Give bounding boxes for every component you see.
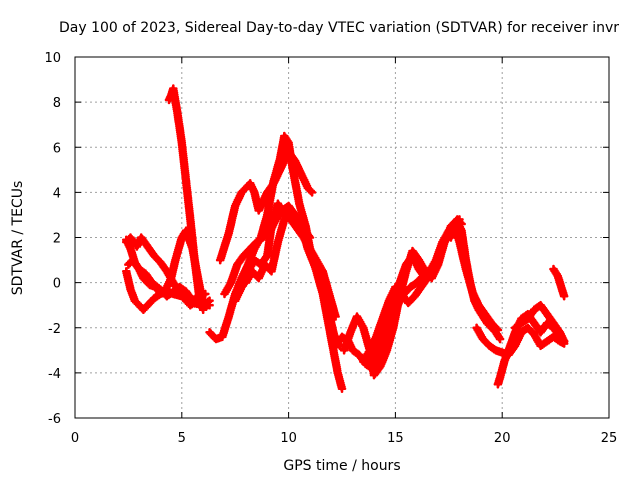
- chart-title: Day 100 of 2023, Sidereal Day-to-day VTE…: [59, 20, 619, 36]
- x-axis-ticks: 0 5 10 15 20 25: [71, 57, 617, 446]
- series-markers: [510, 300, 569, 346]
- y-tick-label: -4: [48, 367, 61, 382]
- y-tick-label: 6: [53, 141, 61, 156]
- y-tick-label: 10: [44, 51, 61, 66]
- series-markers: [450, 224, 503, 335]
- series-markers: [549, 264, 569, 301]
- series-track-20: [549, 264, 569, 301]
- y-tick-label: 0: [53, 277, 61, 292]
- series-markers: [215, 147, 317, 265]
- series-markers: [241, 206, 315, 287]
- series-track-10: [241, 206, 315, 287]
- series-track-14: [369, 226, 456, 360]
- series-track-19: [510, 300, 569, 346]
- y-axis-ticks: -6 -4 -2 0 2 4 6 8 10: [44, 51, 609, 427]
- series-track-7: [215, 147, 317, 265]
- y-axis-label: SDTVAR / TECUs: [10, 181, 26, 296]
- x-tick-label: 0: [71, 431, 79, 446]
- x-tick-label: 15: [387, 431, 404, 446]
- x-axis-label: GPS time / hours: [283, 458, 400, 474]
- y-tick-label: 2: [53, 232, 61, 247]
- series-track-5: [122, 233, 202, 310]
- y-tick-label: -6: [48, 412, 61, 427]
- x-tick-label: 10: [280, 431, 297, 446]
- y-tick-label: 8: [53, 96, 61, 111]
- y-tick-label: -2: [48, 322, 61, 337]
- x-tick-label: 20: [494, 431, 511, 446]
- series-markers: [122, 233, 202, 310]
- x-tick-label: 25: [601, 431, 618, 446]
- y-tick-label: 4: [53, 186, 61, 201]
- series-layer: [122, 84, 569, 393]
- series-markers: [369, 226, 456, 360]
- x-tick-label: 5: [178, 431, 186, 446]
- series-track-16: [450, 224, 503, 335]
